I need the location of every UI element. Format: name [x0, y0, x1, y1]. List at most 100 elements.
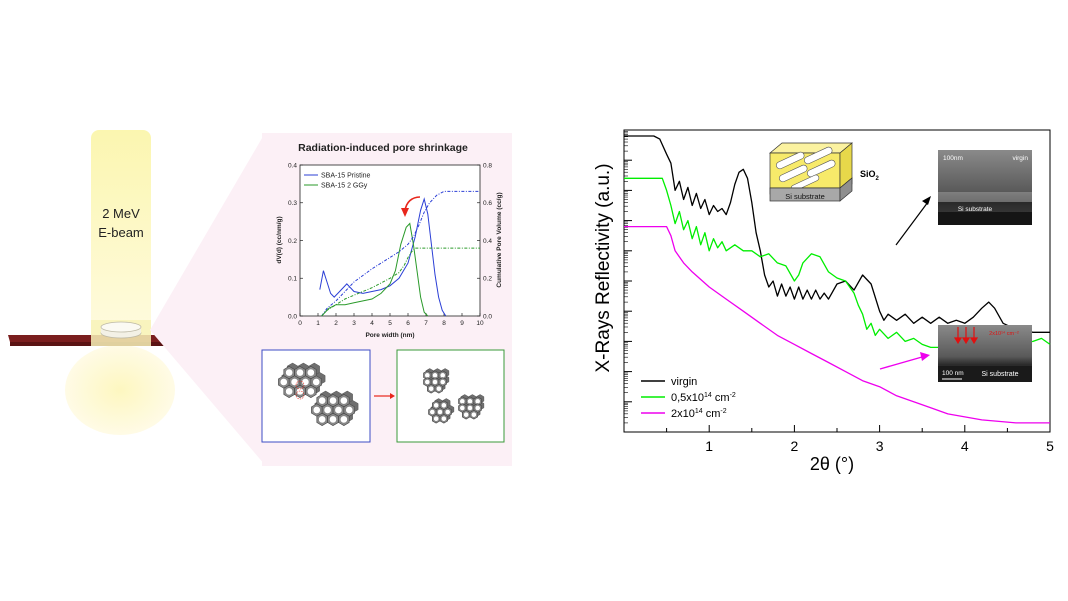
tem-inset-irradiated: 2x10¹⁴ cm⁻² 100 nm Si substrate — [938, 325, 1032, 382]
tem-irr-arrows — [953, 327, 979, 345]
xrr-x-tick-labels: 1 2 3 4 5 — [705, 438, 1054, 454]
irr-arrow-head — [969, 337, 979, 345]
pore-x-tick-label: 0 — [298, 320, 302, 327]
tem-virgin-scale-label: 100nm — [943, 155, 963, 162]
pore-y-left-tick-label: 0.2 — [288, 238, 297, 245]
pore-cylinder — [778, 164, 808, 183]
high-dose-reflectivity-line — [624, 225, 1050, 424]
xrr-x-tick-label: 1 — [705, 438, 713, 454]
pore-channel — [340, 415, 348, 424]
tem-irr-substrate-band — [938, 366, 1032, 382]
pore-y-left-tick-label: 0.3 — [288, 200, 297, 207]
pore-chart: Radiation-induced pore shrinkage 0 1 2 3 4 5 6… — [276, 142, 503, 339]
pristine-cumulative-line — [321, 190, 480, 317]
pore-axis-ticks — [299, 164, 481, 317]
pore-y-left-axis-label: dV(d) (cc/nm/g) — [276, 216, 283, 263]
beam-illustration: 2 MeV E-beam — [8, 130, 234, 435]
irradiated-cumulative-line — [321, 247, 480, 317]
pore-channel — [428, 385, 434, 392]
pore-x-tick-label: 10 — [476, 320, 484, 327]
tem-irr-substrate-label: Si substrate — [982, 371, 1019, 378]
pore-x-tick-label: 5 — [388, 320, 392, 327]
pristine-hexagonal-pores — [278, 362, 359, 426]
pore-channel — [279, 378, 288, 386]
sio2-schematic-inset: Si substrate SiO2 — [769, 142, 880, 202]
pore-cylinder — [803, 146, 833, 165]
sio2-block-top — [769, 142, 853, 154]
pore-channel — [439, 372, 446, 379]
pore-highlight — [295, 390, 305, 400]
pore-y-left-tick-label: 0.0 — [288, 313, 297, 320]
pore-channel — [439, 379, 446, 385]
shrink-arrow-head — [401, 208, 409, 217]
tem-virgin-pointer-head — [922, 196, 931, 205]
pore-x-tick-label: 2 — [334, 320, 338, 327]
irradiated-structure-box — [396, 349, 505, 443]
pore-x-tick-label: 3 — [352, 320, 356, 327]
legend-mid-label: 0,5x1014 cm-2 — [671, 392, 736, 404]
pore-y-right-tick-label: 0.2 — [483, 276, 492, 283]
pore-y-left-tick-label: 0.4 — [288, 162, 297, 169]
pore-channel — [467, 405, 473, 411]
xrr-x-tick-label: 4 — [961, 438, 969, 454]
pore-structure-boxes — [261, 349, 505, 443]
tem-inset-virgin: 100nm virgin Si substrate — [938, 150, 1032, 225]
pore-y-right-tick-label: 0.4 — [483, 238, 492, 245]
tem-virgin-tag: virgin — [1012, 155, 1028, 162]
xrr-x-tick-label: 3 — [876, 438, 884, 454]
xrr-y-axis-label: X-Rays Reflectivity (a.u.) — [593, 163, 614, 372]
pore-channel — [474, 405, 481, 411]
pore-channel — [285, 387, 293, 396]
pore-series — [319, 190, 480, 317]
zoom-cone — [150, 133, 265, 465]
pore-channel — [296, 387, 304, 396]
mid-dose-reflectivity-line — [624, 177, 1051, 352]
irradiated-hexagonal-pores — [423, 368, 485, 424]
pore-channel — [432, 372, 438, 379]
tem-virgin-film-band — [938, 192, 1032, 202]
sio2-label: SiO2 — [860, 169, 880, 182]
pore-legend: SBA-15 Pristine SBA-15 2 GGy — [304, 173, 371, 190]
pore-x-tick-label: 9 — [460, 320, 464, 327]
beam-type-label: E-beam — [98, 225, 144, 240]
pore-x-tick-label: 1 — [316, 320, 320, 327]
pore-x-axis-label: Pore width (nm) — [365, 332, 414, 339]
legend-high-label: 2x1014 cm-2 — [671, 408, 727, 420]
pore-channel — [323, 406, 332, 414]
sample-disc-top — [100, 321, 142, 333]
pore-channel — [307, 368, 315, 377]
pore-y-left-tick-label: 0.1 — [288, 276, 297, 283]
tem-irr-pointer-head — [920, 352, 930, 361]
pore-channel — [433, 402, 439, 409]
pore-channel — [296, 368, 304, 377]
pore-channel — [429, 409, 436, 415]
pore-channel — [444, 409, 451, 415]
pore-channel — [441, 402, 447, 409]
pore-x-tick-labels: 0 1 2 3 4 5 6 7 8 9 10 — [298, 320, 484, 327]
pore-channel — [433, 415, 439, 422]
pore-channel — [432, 379, 438, 385]
pore-channel — [318, 396, 326, 405]
pore-x-tick-label: 7 — [424, 320, 428, 327]
pore-channel — [467, 398, 473, 405]
pore-channel — [307, 387, 315, 396]
virgin-reflectivity-line — [624, 135, 1050, 333]
pristine-dv-line — [319, 197, 447, 317]
pore-y-right-tick-labels: 0.0 0.2 0.4 0.6 0.8 — [483, 162, 492, 320]
pore-channel — [437, 409, 443, 415]
pore-y-right-axis-label: Cumulative Pore Volume (cc/g) — [496, 192, 503, 287]
pore-x-tick-label: 6 — [406, 320, 410, 327]
pore-channel — [459, 405, 466, 411]
si-substrate-label: Si substrate — [785, 192, 825, 201]
pore-channel — [345, 406, 354, 414]
pore-x-tick-label: 8 — [442, 320, 446, 327]
pore-channel — [312, 378, 321, 386]
tem-virgin-substrate-band — [938, 212, 1032, 225]
tem-irr-pointer — [879, 356, 923, 370]
pore-chart-title: Radiation-induced pore shrinkage — [298, 142, 468, 154]
pore-y-left-tick-labels: 0.0 0.1 0.2 0.3 0.4 — [288, 162, 297, 320]
pore-y-right-tick-label: 0.0 — [483, 313, 492, 320]
pore-channel — [441, 415, 447, 422]
tem-irr-tag: 2x10¹⁴ cm⁻² — [989, 330, 1019, 337]
